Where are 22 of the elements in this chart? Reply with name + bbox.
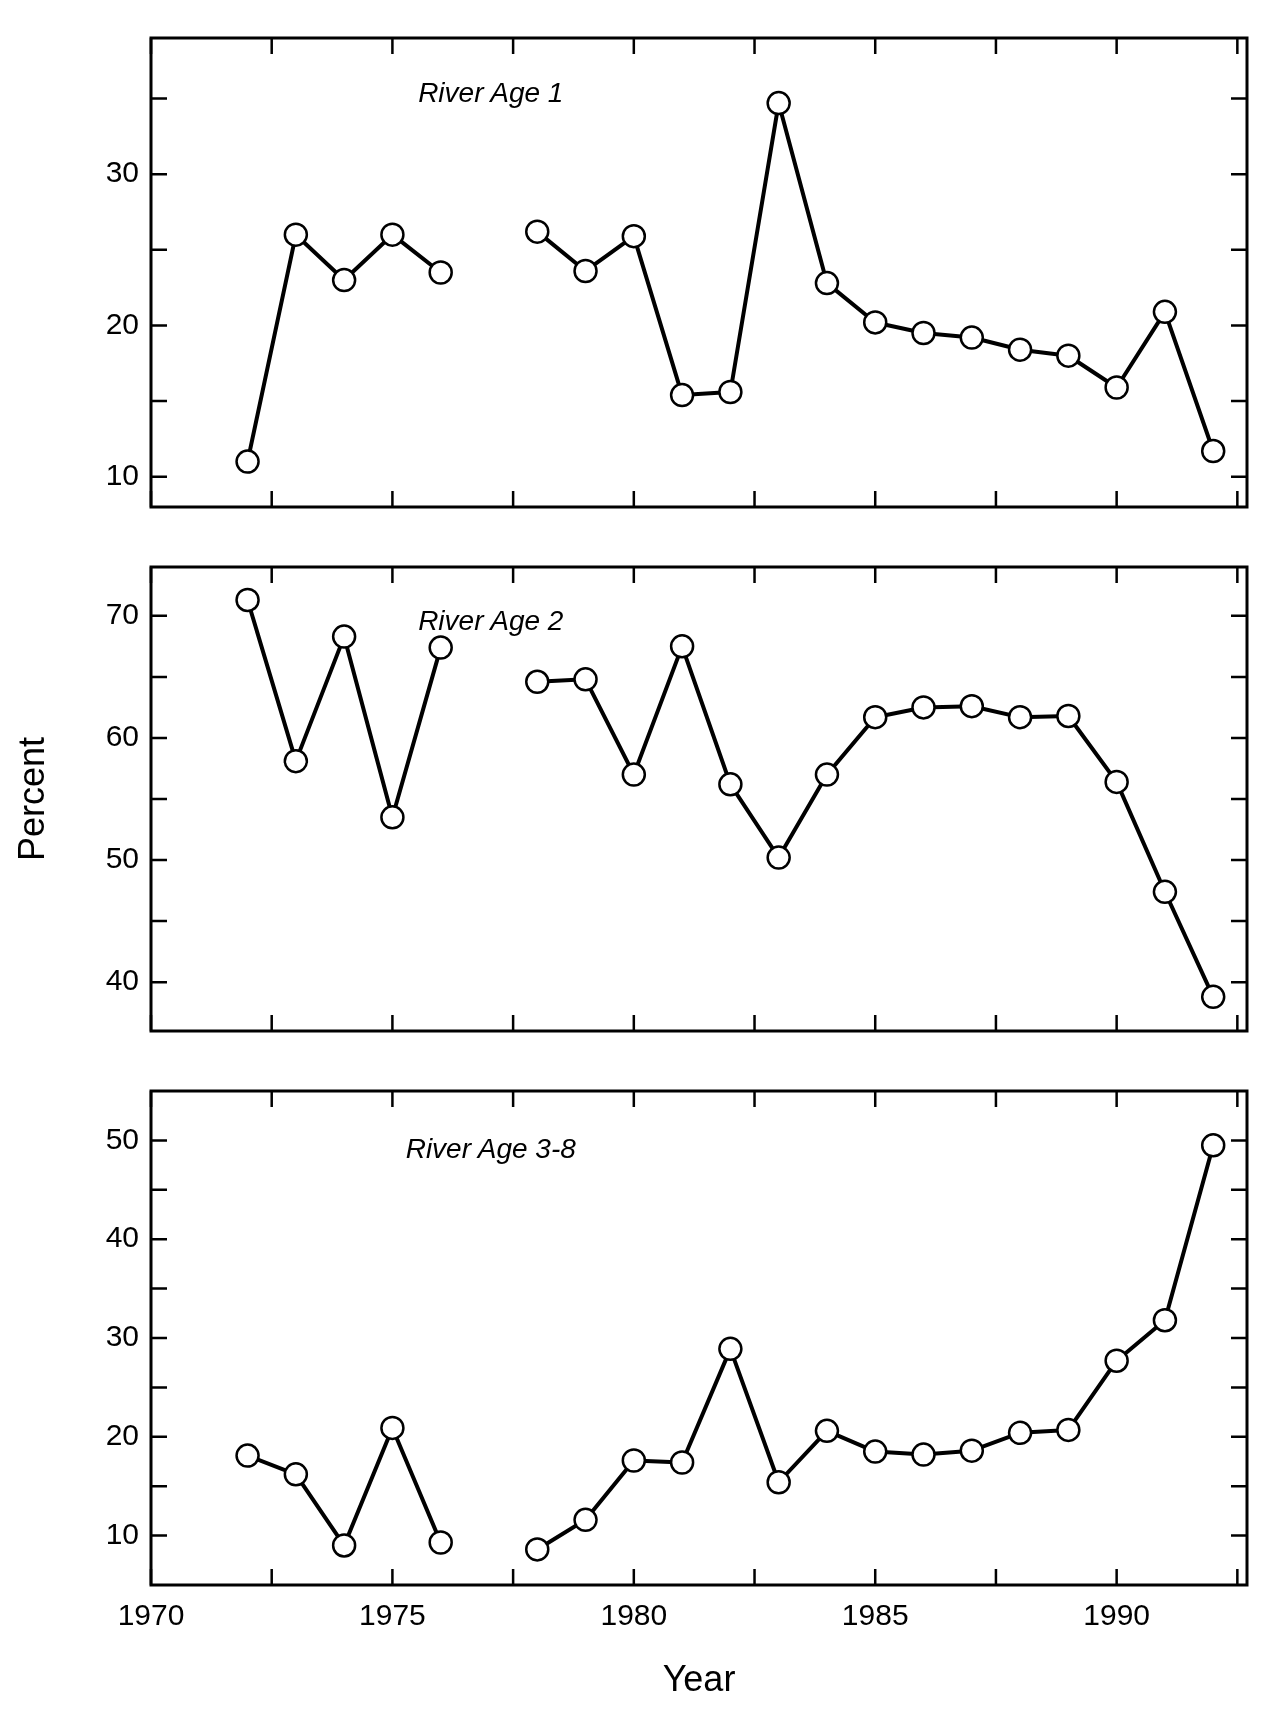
y-tick-label: 20	[105, 1418, 139, 1452]
y-tick-label: 50	[105, 1121, 139, 1155]
x-tick-label: 1975	[359, 1598, 426, 1632]
x-tick-label: 1990	[1083, 1598, 1151, 1632]
y-tick-label: 20	[105, 306, 139, 340]
y-tick-label: 40	[105, 963, 139, 997]
annotation: River Age 1	[418, 77, 564, 109]
y-axis-title: Percent	[10, 736, 52, 862]
y-tick-label: 70	[105, 597, 139, 631]
annotation: River Age 2	[418, 605, 564, 637]
y-tick-label: 60	[105, 719, 139, 753]
x-tick-label: 1980	[600, 1598, 668, 1632]
y-tick-label: 10	[105, 458, 139, 492]
y-tick-label: 30	[105, 155, 139, 189]
x-axis-title: Year	[662, 1658, 736, 1700]
x-tick-label: 1970	[117, 1598, 185, 1632]
y-tick-label: 30	[105, 1319, 139, 1353]
y-tick-label: 50	[105, 841, 139, 875]
y-tick-label: 40	[105, 1220, 139, 1254]
annotation: River Age 3-8	[405, 1133, 577, 1165]
x-tick-label: 1985	[841, 1598, 909, 1632]
y-tick-label: 10	[105, 1516, 139, 1550]
